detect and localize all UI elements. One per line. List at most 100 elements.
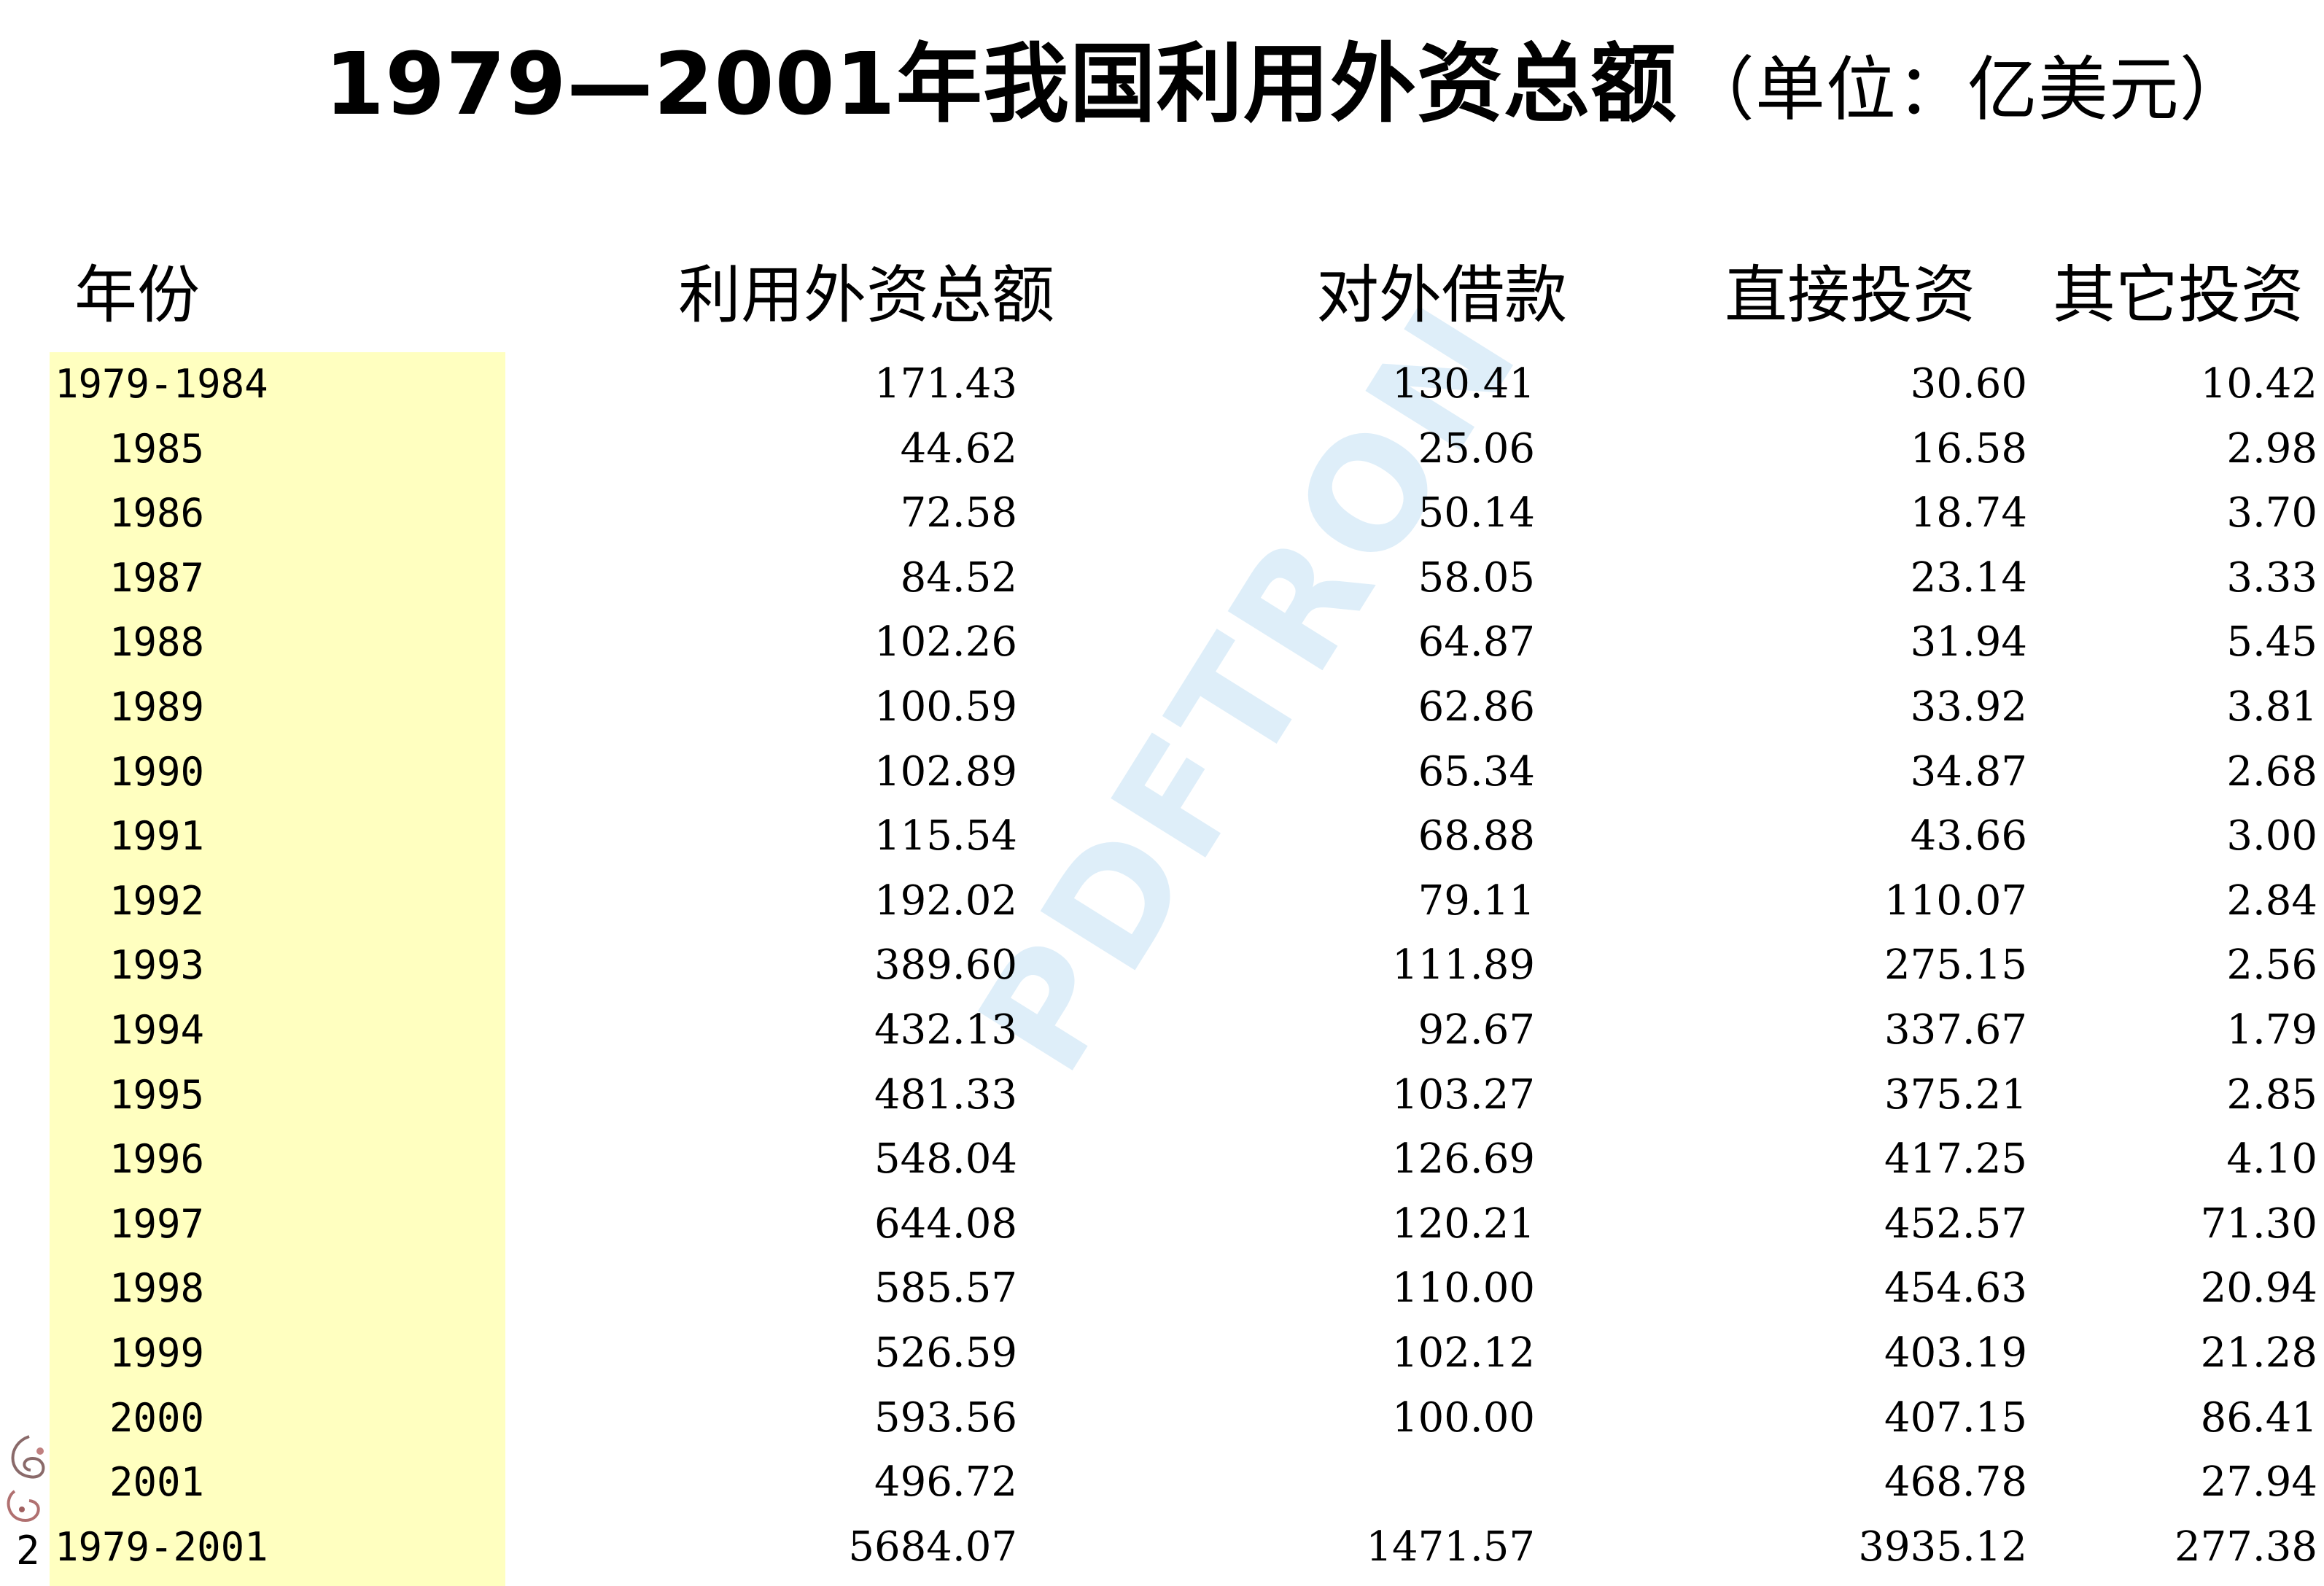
- direct-cell: 417.25: [1884, 1135, 2027, 1183]
- table-row: 2000 593.56 100.00 407.15 86.41: [0, 1386, 2324, 1451]
- year-cell: 1994: [109, 1006, 205, 1053]
- loan-cell: 64.87: [1418, 618, 1535, 666]
- table-row: 1987 84.52 58.05 23.14 3.33: [0, 546, 2324, 611]
- loan-cell: 58.05: [1418, 553, 1535, 602]
- other-cell: 2.68: [2226, 747, 2317, 796]
- loan-cell: 65.34: [1418, 747, 1535, 796]
- loan-cell: 1471.57: [1366, 1523, 1535, 1571]
- direct-cell: 375.21: [1884, 1070, 2027, 1119]
- loan-cell: 111.89: [1392, 941, 1535, 990]
- year-cell: 1993: [109, 942, 205, 989]
- header-total: 利用外资总额: [678, 259, 1054, 332]
- table-row: 1979-1984 171.43 130.41 30.60 10.42: [0, 352, 2324, 417]
- total-cell: 593.56: [874, 1393, 1017, 1442]
- direct-cell: 34.87: [1910, 747, 2027, 796]
- other-cell: 5.45: [2226, 618, 2317, 666]
- table-row: 1986 72.58 50.14 18.74 3.70: [0, 481, 2324, 546]
- direct-cell: 454.63: [1884, 1264, 2027, 1313]
- table-row: 1995 481.33 103.27 375.21 2.85: [0, 1063, 2324, 1128]
- table-row: 1989 100.59 62.86 33.92 3.81: [0, 675, 2324, 740]
- loan-cell: 100.00: [1392, 1393, 1535, 1442]
- year-cell: 1998: [109, 1265, 205, 1312]
- loan-cell: 110.00: [1392, 1264, 1535, 1313]
- other-cell: 71.30: [2200, 1200, 2317, 1248]
- other-cell: 3.00: [2226, 812, 2317, 860]
- table-row: 1985 44.62 25.06 16.58 2.98: [0, 417, 2324, 482]
- year-cell: 2000: [109, 1394, 205, 1441]
- table-row: 1991 115.54 68.88 43.66 3.00: [0, 804, 2324, 869]
- year-cell: 1986: [109, 490, 205, 537]
- table-row: 1994 432.13 92.67 337.67 1.79: [0, 998, 2324, 1063]
- year-cell: 1995: [109, 1071, 205, 1118]
- year-cell: 1979-2001: [55, 1523, 268, 1570]
- year-cell: 1979-1984: [55, 361, 268, 407]
- other-cell: 86.41: [2200, 1393, 2317, 1442]
- loan-cell: 68.88: [1418, 812, 1535, 860]
- total-cell: 644.08: [874, 1200, 1017, 1248]
- header-other: 其它投资: [2053, 259, 2304, 332]
- year-cell: 1990: [109, 748, 205, 795]
- loan-cell: 92.67: [1418, 1006, 1535, 1054]
- direct-cell: 275.15: [1884, 941, 2027, 990]
- table-row: 1992 192.02 79.11 110.07 2.84: [0, 869, 2324, 934]
- year-cell: 1988: [109, 619, 205, 666]
- total-cell: 102.26: [874, 618, 1017, 666]
- table-row: 1996 548.04 126.69 417.25 4.10: [0, 1127, 2324, 1192]
- total-cell: 526.59: [874, 1329, 1017, 1377]
- total-cell: 432.13: [874, 1006, 1017, 1054]
- corner-label: 2: [16, 1528, 40, 1574]
- direct-cell: 337.67: [1884, 1006, 2027, 1054]
- other-cell: 2.85: [2226, 1070, 2317, 1119]
- table-row: 1993 389.60 111.89 275.15 2.56: [0, 933, 2324, 998]
- total-cell: 72.58: [900, 489, 1017, 537]
- year-cell: 1991: [109, 813, 205, 860]
- table-row: 1990 102.89 65.34 34.87 2.68: [0, 740, 2324, 805]
- table-row: 1979-2001 5684.07 1471.57 3935.12 277.38: [0, 1515, 2324, 1580]
- total-cell: 389.60: [874, 941, 1017, 990]
- direct-cell: 110.07: [1884, 876, 2027, 925]
- header-direct: 直接投资: [1725, 259, 1975, 332]
- other-cell: 2.56: [2226, 941, 2317, 990]
- table-row: 1988 102.26 64.87 31.94 5.45: [0, 610, 2324, 675]
- table-row: 1998 585.57 110.00 454.63 20.94: [0, 1256, 2324, 1321]
- total-cell: 5684.07: [848, 1523, 1017, 1571]
- other-cell: 3.81: [2226, 683, 2317, 731]
- header-loan: 对外借款: [1316, 259, 1567, 332]
- loan-cell: 50.14: [1418, 489, 1535, 537]
- year-cell: 1997: [109, 1200, 205, 1247]
- other-cell: 2.84: [2226, 876, 2317, 925]
- direct-cell: 33.92: [1910, 683, 2027, 731]
- direct-cell: 3935.12: [1858, 1523, 2027, 1571]
- table-row: 1999 526.59 102.12 403.19 21.28: [0, 1321, 2324, 1386]
- year-column-highlight: [50, 352, 505, 1586]
- loan-cell: 130.41: [1392, 360, 1535, 408]
- total-cell: 496.72: [874, 1458, 1017, 1507]
- other-cell: 4.10: [2226, 1135, 2317, 1183]
- total-cell: 171.43: [874, 360, 1017, 408]
- other-cell: 3.70: [2226, 489, 2317, 537]
- title-main: 1979—2001年我国利用外资总额: [324, 34, 1677, 134]
- table-row: 2001 496.72 468.78 27.94: [0, 1450, 2324, 1515]
- year-cell: 1985: [109, 425, 205, 472]
- total-cell: 481.33: [874, 1070, 1017, 1119]
- direct-cell: 30.60: [1910, 360, 2027, 408]
- header-year: 年份: [74, 259, 200, 332]
- direct-cell: 16.58: [1910, 424, 2027, 473]
- total-cell: 585.57: [874, 1264, 1017, 1313]
- loan-cell: 25.06: [1418, 424, 1535, 473]
- direct-cell: 43.66: [1910, 812, 2027, 860]
- other-cell: 2.98: [2226, 424, 2317, 473]
- year-cell: 2001: [109, 1459, 205, 1506]
- title-unit: （单位：亿美元）: [1684, 49, 2250, 131]
- direct-cell: 18.74: [1910, 489, 2027, 537]
- total-cell: 192.02: [874, 876, 1017, 925]
- page-title: 1979—2001年我国利用外资总额 （单位：亿美元）: [324, 29, 2250, 144]
- loan-cell: 62.86: [1418, 683, 1535, 731]
- year-cell: 1989: [109, 683, 205, 730]
- loan-cell: 79.11: [1418, 876, 1535, 925]
- other-cell: 27.94: [2200, 1458, 2317, 1507]
- direct-cell: 23.14: [1910, 553, 2027, 602]
- total-cell: 84.52: [900, 553, 1017, 602]
- year-cell: 1987: [109, 554, 205, 601]
- total-cell: 102.89: [874, 747, 1017, 796]
